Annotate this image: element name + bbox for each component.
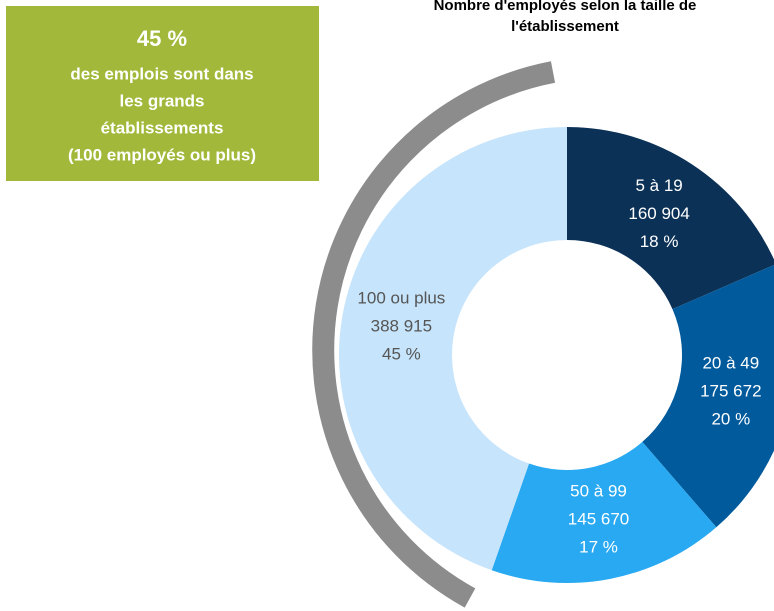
donut-segment [491,441,717,583]
chart-title: l'établissement [511,18,619,35]
donut-segment [339,127,567,571]
callout-line: (100 employés ou plus) [68,145,256,164]
callout-line: les grands [119,91,204,110]
segment-label: 50 à 99 [570,482,627,501]
callout-box [6,6,319,181]
segment-label: 5 à 19 [635,176,682,195]
segment-label: 18 % [640,232,679,251]
callout-line: établissements [101,118,224,137]
segment-label: 45 % [382,344,421,363]
donut-segment [642,264,774,528]
callout-line: des emplois sont dans [70,64,253,83]
segment-label: 145 670 [568,510,629,529]
highlight-arc [312,61,556,608]
segment-label: 160 904 [628,204,689,223]
segment-label: 388 915 [371,316,432,335]
segment-label: 175 672 [700,382,761,401]
segment-label: 17 % [579,538,618,557]
segment-label: 20 à 49 [702,354,759,373]
segment-label: 100 ou plus [357,288,445,307]
chart-title: Nombre d'employés selon la taille de [434,0,697,14]
segment-label: 20 % [711,410,750,429]
callout-headline: 45 % [137,26,187,51]
donut-segment [567,127,774,310]
